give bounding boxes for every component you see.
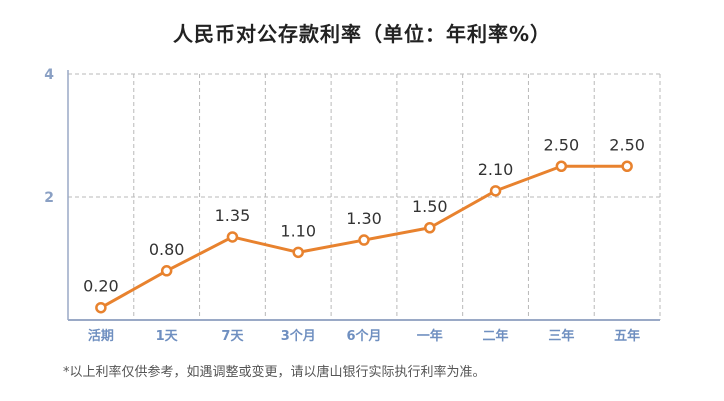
data-point xyxy=(226,231,239,243)
data-point xyxy=(621,160,633,172)
data-labels: 0.20 0.80 1.35 1.10 1.30 1.50 2.10 2.50 2.50 xyxy=(83,135,645,295)
data-label: 2.50 xyxy=(609,135,645,154)
x-tick-label: 活期 xyxy=(88,328,114,344)
axes xyxy=(67,70,660,321)
data-label: 0.80 xyxy=(149,240,185,259)
chart-title: 人民币对公存款利率（单位：年利率%） xyxy=(172,22,552,46)
x-tick-label: 7天 xyxy=(221,329,244,344)
data-point xyxy=(424,222,436,234)
x-axis-ticks: 活期 1天 7天 3个月 6个月 一年 二年 三年 五年 xyxy=(88,328,640,344)
data-point xyxy=(358,234,370,246)
x-tick-label: 1天 xyxy=(156,329,179,344)
data-point xyxy=(160,265,173,277)
data-point xyxy=(292,246,304,259)
x-tick-label: 三年 xyxy=(548,328,574,344)
data-points xyxy=(95,160,633,314)
data-point xyxy=(95,301,107,314)
grid-lines xyxy=(67,73,661,320)
data-point xyxy=(489,185,502,197)
x-tick-label: 6个月 xyxy=(346,328,381,344)
data-point xyxy=(555,160,568,172)
data-label: 1.10 xyxy=(280,221,316,240)
y-tick-label: 4 xyxy=(44,67,54,83)
x-tick-label: 五年 xyxy=(614,328,640,344)
x-tick-label: 二年 xyxy=(483,328,509,344)
data-label: 1.30 xyxy=(346,209,382,228)
x-tick-label: 3个月 xyxy=(281,328,316,344)
footnote: *以上利率仅供参考，如遇调整或变更，请以唐山银行实际执行利率为准。 xyxy=(63,365,486,380)
x-tick-label: 一年 xyxy=(417,328,443,344)
data-label: 1.50 xyxy=(412,197,448,216)
data-label: 1.35 xyxy=(215,206,251,225)
data-label: 2.10 xyxy=(478,160,514,179)
y-axis-ticks: 24 xyxy=(44,67,54,206)
y-tick-label: 2 xyxy=(44,190,54,206)
data-label: 0.20 xyxy=(83,277,119,296)
data-label: 2.50 xyxy=(544,135,580,154)
